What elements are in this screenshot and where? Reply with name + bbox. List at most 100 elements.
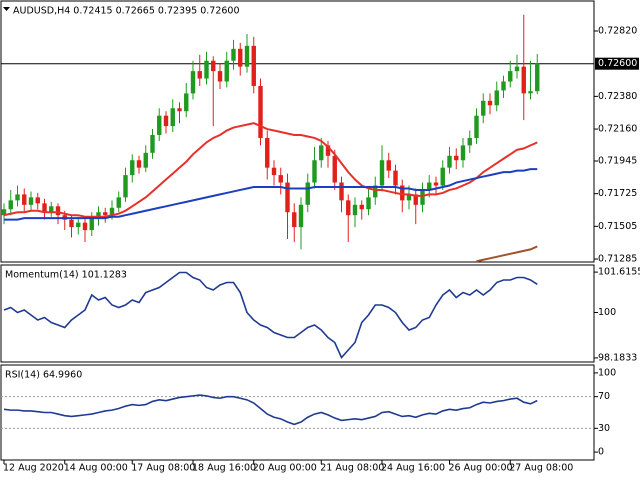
candle-body bbox=[49, 206, 54, 213]
candle-body bbox=[406, 194, 412, 201]
y-tick-label: 100 bbox=[598, 367, 616, 378]
candle-body bbox=[8, 200, 13, 210]
candle-body bbox=[521, 66, 526, 94]
candle-body bbox=[109, 207, 115, 216]
candle-body bbox=[89, 218, 94, 231]
x-tick-label: 17 Aug 08:00 bbox=[131, 463, 195, 474]
candle-body bbox=[433, 182, 439, 186]
candle-body bbox=[28, 197, 34, 205]
candle-body bbox=[224, 60, 229, 82]
candle-body bbox=[238, 48, 243, 67]
candle-body bbox=[184, 93, 189, 112]
candle-body bbox=[258, 85, 263, 138]
candle-body bbox=[197, 71, 202, 79]
current-price-label: 0.72600 bbox=[598, 58, 637, 69]
candle-body bbox=[346, 200, 351, 216]
candle-body bbox=[265, 137, 270, 168]
candle-body bbox=[15, 194, 20, 201]
current-price-box bbox=[595, 57, 639, 70]
x-tick-label: 21 Aug 08:00 bbox=[320, 463, 384, 474]
candle-body bbox=[116, 197, 121, 208]
candle-body bbox=[400, 185, 405, 201]
candle-body bbox=[413, 194, 418, 205]
candle-body bbox=[366, 197, 371, 210]
candle-body bbox=[285, 182, 290, 213]
candle-body bbox=[501, 81, 506, 91]
candle-body bbox=[481, 100, 486, 116]
candle-body bbox=[359, 204, 364, 210]
candle-body bbox=[231, 48, 236, 61]
candle-body bbox=[379, 160, 385, 186]
candle-body bbox=[177, 108, 182, 112]
candle-body bbox=[454, 155, 459, 161]
panel-frame bbox=[0, 0, 595, 263]
candle-body bbox=[170, 108, 175, 127]
indicator-line bbox=[3, 271, 538, 359]
moving-average bbox=[476, 245, 538, 263]
candle-body bbox=[420, 189, 425, 205]
candle-body bbox=[204, 60, 209, 79]
candle-body bbox=[298, 204, 304, 228]
candle-body bbox=[150, 134, 155, 153]
candle-body bbox=[494, 90, 499, 106]
panel-title: RSI(14) 64.9960 bbox=[5, 370, 82, 381]
candle-body bbox=[305, 182, 310, 205]
x-tick-label: 18 Aug 16:00 bbox=[192, 463, 256, 474]
y-tick-label: 100 bbox=[598, 307, 616, 318]
x-tick-label: 27 Aug 08:00 bbox=[509, 463, 573, 474]
candle-body bbox=[528, 91, 533, 94]
candle-body bbox=[123, 175, 128, 198]
candle-body bbox=[163, 115, 169, 127]
candle-body bbox=[339, 182, 344, 201]
candle-body bbox=[447, 155, 452, 168]
candle-body bbox=[352, 204, 358, 216]
panel-title: AUDUSD,H4 0.72415 0.72665 0.72395 0.7260… bbox=[13, 6, 240, 17]
candle-body bbox=[157, 115, 162, 135]
candle-body bbox=[487, 100, 493, 106]
candle-body bbox=[82, 222, 88, 231]
x-tick-label: 20 Aug 00:00 bbox=[253, 463, 317, 474]
candle-body bbox=[76, 222, 81, 228]
candle-body bbox=[96, 212, 101, 219]
candle-body bbox=[42, 203, 47, 213]
panel-frame bbox=[0, 364, 595, 461]
x-tick-label: 26 Aug 00:00 bbox=[449, 463, 513, 474]
candle-body bbox=[211, 60, 216, 72]
panel-title: Momentum(14) 101.1283 bbox=[5, 270, 127, 281]
y-tick-label: 0.72160 bbox=[598, 124, 637, 135]
candle-body bbox=[130, 160, 135, 176]
moving-average bbox=[3, 122, 538, 218]
candle-body bbox=[460, 145, 466, 161]
x-tick-label: 12 Aug 2020 bbox=[3, 463, 64, 474]
y-tick-label: 70 bbox=[598, 391, 610, 402]
y-tick-label: 0.72380 bbox=[598, 91, 637, 102]
candle-body bbox=[427, 182, 432, 190]
candle-body bbox=[332, 155, 337, 183]
candle-body bbox=[69, 219, 74, 228]
x-tick-label: 14 Aug 00:00 bbox=[64, 463, 128, 474]
x-tick-label: 24 Aug 16:00 bbox=[381, 463, 445, 474]
candle-body bbox=[535, 63, 540, 92]
panel-frame bbox=[0, 264, 595, 363]
y-tick-label: 0.71285 bbox=[598, 254, 637, 265]
candle-body bbox=[319, 145, 324, 161]
candle-body bbox=[373, 185, 378, 198]
candle-body bbox=[251, 45, 256, 86]
y-tick-label: 0.71945 bbox=[598, 155, 637, 166]
candle-body bbox=[393, 170, 398, 186]
candle-body bbox=[440, 167, 445, 186]
y-tick-label: 0.72820 bbox=[598, 26, 637, 37]
y-tick-label: 30 bbox=[598, 423, 610, 434]
y-tick-label: 0 bbox=[598, 447, 604, 458]
candle-body bbox=[143, 152, 148, 168]
y-tick-label: 101.6155 bbox=[598, 267, 640, 278]
candle-body bbox=[22, 194, 27, 205]
candle-body bbox=[386, 160, 391, 171]
candle-body bbox=[514, 66, 520, 72]
moving-average bbox=[4, 168, 538, 221]
candle-body bbox=[278, 175, 283, 183]
candle-body bbox=[1, 209, 7, 216]
candle-body bbox=[508, 71, 513, 82]
